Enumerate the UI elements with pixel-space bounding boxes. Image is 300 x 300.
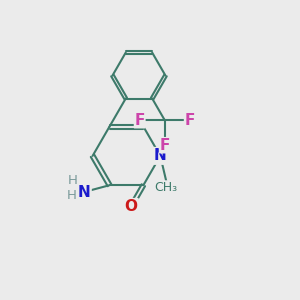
Text: CH₃: CH₃ [154,181,178,194]
Text: N: N [77,184,90,200]
Text: H: H [67,188,76,202]
Text: F: F [134,113,145,128]
Text: F: F [184,113,195,128]
Text: F: F [160,138,170,153]
Text: N: N [154,148,167,164]
Text: O: O [124,200,137,214]
Text: H: H [68,174,78,188]
